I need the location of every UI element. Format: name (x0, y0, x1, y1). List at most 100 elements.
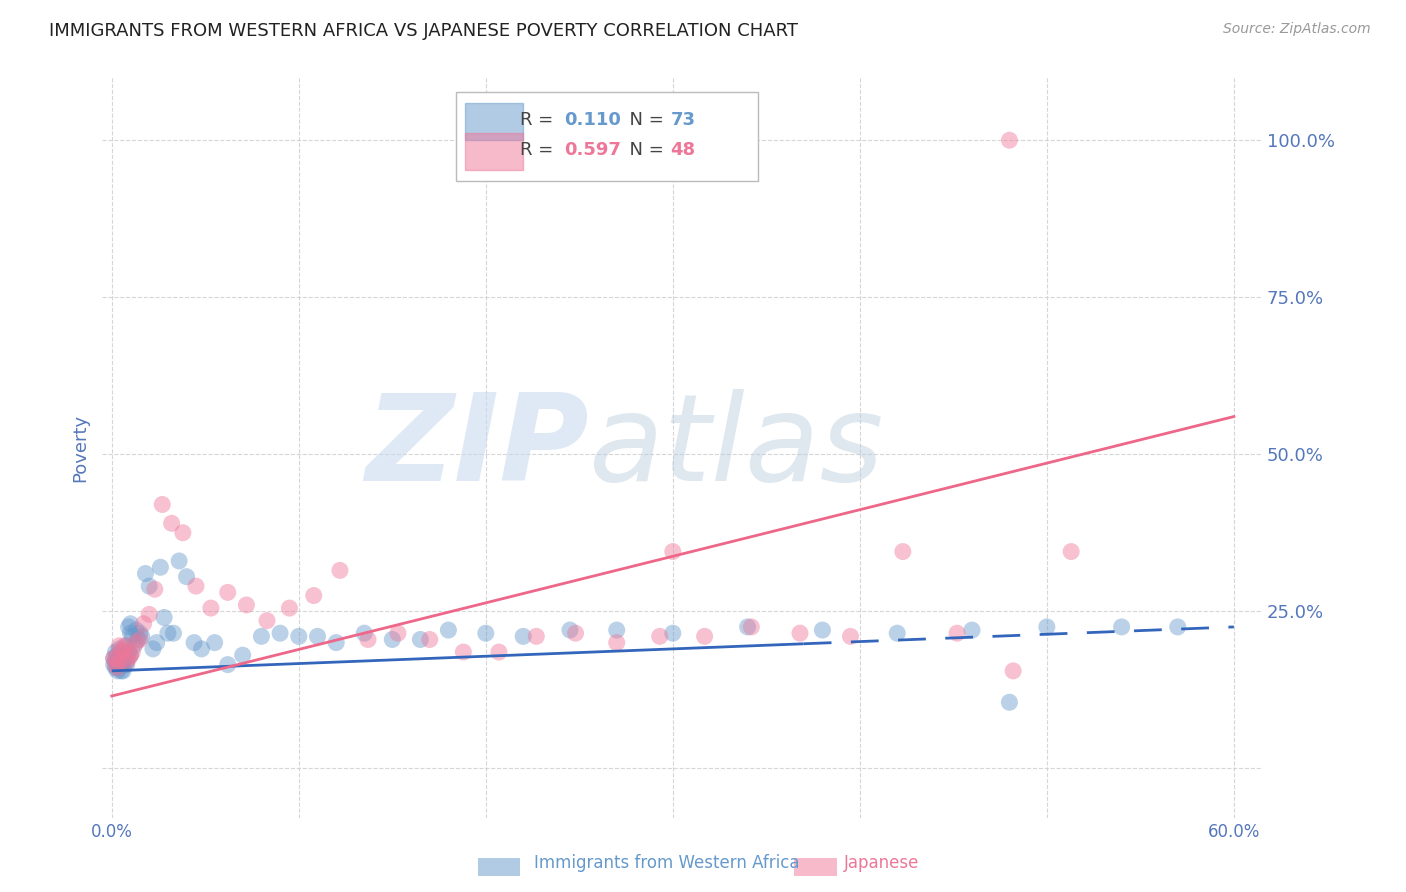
Point (190, 641, 212, 656)
Point (235, 598, 257, 612)
Point (110, 657, 132, 672)
Point (998, 695, 1021, 709)
Point (117, 645, 139, 659)
Point (149, 560, 172, 574)
Point (217, 657, 239, 672)
Point (200, 601, 222, 615)
Point (115, 639, 138, 653)
Point (558, 623, 581, 637)
Point (103, 657, 125, 672)
Point (789, 626, 811, 640)
Point (108, 639, 131, 653)
Point (419, 632, 441, 647)
Point (648, 629, 671, 643)
Point (110, 651, 132, 665)
Point (162, 626, 184, 640)
Point (142, 641, 165, 656)
Text: N =: N = (619, 112, 669, 129)
Point (693, 629, 716, 643)
Point (108, 661, 131, 675)
Point (114, 657, 136, 672)
Point (256, 614, 278, 628)
Point (176, 570, 198, 584)
Point (512, 629, 534, 643)
Point (606, 635, 628, 649)
Point (111, 657, 134, 672)
Point (307, 629, 329, 643)
Point (153, 610, 176, 624)
Point (564, 626, 586, 640)
Text: Japanese: Japanese (844, 855, 920, 872)
Point (184, 579, 207, 593)
Point (110, 645, 132, 659)
Point (886, 626, 908, 640)
Text: Immigrants from Western Africa: Immigrants from Western Africa (534, 855, 800, 872)
Point (217, 585, 239, 599)
Point (302, 589, 325, 603)
Point (105, 655, 128, 669)
Point (111, 664, 134, 678)
Point (387, 626, 409, 640)
Point (114, 651, 136, 665)
Text: atlas: atlas (589, 390, 884, 507)
Point (104, 645, 127, 659)
Point (329, 563, 352, 577)
Point (131, 629, 153, 643)
Point (125, 623, 148, 637)
Point (115, 657, 138, 672)
Point (606, 623, 628, 637)
Point (150, 498, 173, 512)
FancyBboxPatch shape (465, 133, 523, 170)
Point (1060, 544, 1083, 558)
Point (156, 626, 179, 640)
Point (115, 655, 138, 669)
Point (105, 648, 128, 663)
Point (357, 632, 380, 647)
Point (104, 651, 127, 665)
Point (160, 516, 183, 531)
Point (437, 623, 460, 637)
FancyBboxPatch shape (465, 103, 523, 140)
Point (946, 626, 969, 640)
Point (104, 661, 127, 675)
Point (143, 582, 166, 597)
Point (120, 648, 142, 663)
Text: 0.597: 0.597 (564, 141, 621, 159)
Point (128, 632, 150, 647)
Point (288, 629, 311, 643)
Point (105, 661, 128, 675)
Point (325, 635, 347, 649)
Point (250, 629, 273, 643)
Point (110, 664, 132, 678)
Point (409, 632, 432, 647)
Point (269, 626, 291, 640)
Point (108, 651, 131, 665)
Point (105, 657, 128, 672)
Point (104, 655, 127, 669)
FancyBboxPatch shape (456, 92, 758, 181)
Point (138, 607, 160, 622)
Text: R =: R = (520, 141, 558, 159)
Text: ZIP: ZIP (366, 390, 589, 507)
Point (104, 657, 127, 672)
Point (662, 626, 685, 640)
Point (127, 632, 149, 647)
Text: Source: ZipAtlas.com: Source: ZipAtlas.com (1223, 22, 1371, 37)
Point (960, 623, 983, 637)
Point (117, 651, 139, 665)
Point (128, 626, 150, 640)
Point (1167, 620, 1189, 634)
Y-axis label: Poverty: Poverty (72, 414, 89, 482)
Point (353, 626, 375, 640)
Point (120, 648, 142, 663)
Point (167, 554, 190, 568)
Point (134, 566, 156, 581)
Point (110, 645, 132, 659)
Point (737, 620, 759, 634)
Point (132, 616, 155, 631)
Point (111, 641, 134, 656)
Point (108, 655, 131, 669)
Text: IMMIGRANTS FROM WESTERN AFRICA VS JAPANESE POVERTY CORRELATION CHART: IMMIGRANTS FROM WESTERN AFRICA VS JAPANE… (49, 22, 799, 40)
Point (891, 544, 914, 558)
Point (1111, 620, 1133, 634)
